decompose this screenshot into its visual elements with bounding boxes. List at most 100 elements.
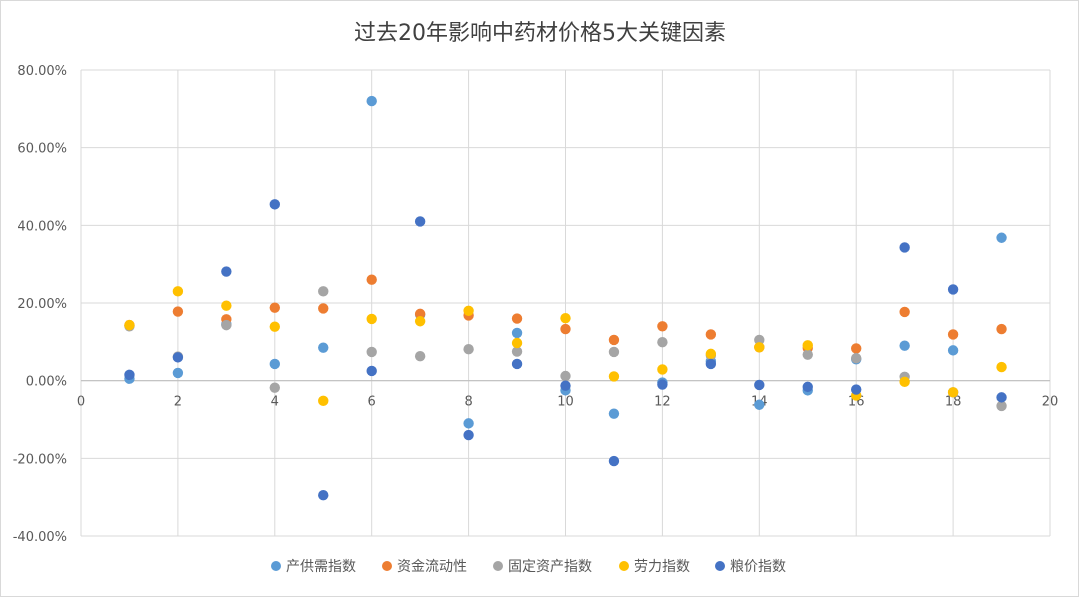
data-point [947, 329, 959, 340]
data-point [124, 369, 135, 381]
x-tick-label: 12 [654, 395, 671, 410]
data-point [172, 306, 184, 317]
y-tick-label: 20.00% [17, 297, 67, 312]
axes: 80.00% 60.00% 40.00% 20.00% 0.00% -20.00% -40.… [13, 64, 1059, 545]
data-point [802, 381, 813, 393]
data-point [172, 352, 184, 363]
legend-marker [493, 561, 503, 571]
y-tick-label: -40.00% [13, 530, 67, 545]
data-point [608, 371, 620, 382]
data-point [851, 384, 862, 395]
data-point [318, 395, 329, 407]
x-tick-label: 6 [368, 395, 376, 410]
data-point [463, 418, 474, 429]
data-point [705, 358, 717, 370]
data-point [318, 286, 329, 297]
data-point [221, 266, 232, 277]
data-point [269, 199, 280, 210]
data-point [318, 490, 329, 501]
legend-marker [715, 561, 725, 571]
x-tick-label: 20 [1042, 395, 1059, 410]
legend-label: 粮价指数 [730, 559, 786, 575]
data-point [705, 329, 717, 340]
data-point [269, 302, 280, 313]
x-tick-label: 4 [271, 395, 279, 410]
data-point [560, 370, 571, 382]
data-point [269, 358, 280, 370]
data-point [899, 340, 910, 351]
data-point [318, 342, 329, 353]
x-tick-label: 10 [557, 395, 574, 410]
data-points [124, 95, 1007, 501]
data-point [414, 216, 426, 227]
data-point [366, 274, 377, 285]
data-point [608, 334, 620, 346]
data-point [511, 327, 523, 339]
x-tick-label: 18 [945, 395, 962, 410]
legend-label: 资金流动性 [397, 559, 467, 575]
data-point [996, 400, 1007, 412]
data-point [802, 340, 813, 351]
data-point [996, 232, 1007, 243]
data-point [608, 455, 620, 467]
data-point [851, 352, 862, 364]
chart-title: 过去20年影响中药材价格5大关键因素 [354, 21, 726, 46]
legend-label: 产供需指数 [286, 559, 356, 575]
data-point [511, 346, 523, 357]
data-point [511, 313, 523, 324]
data-point [221, 300, 232, 311]
data-point [463, 344, 474, 355]
data-point [802, 349, 813, 360]
y-tick-label: 80.00% [17, 64, 67, 79]
data-point [172, 286, 184, 297]
data-point [608, 408, 620, 419]
data-point [318, 303, 329, 314]
data-point [754, 379, 765, 391]
data-point [657, 337, 668, 348]
data-point [996, 361, 1007, 373]
y-tick-label: -20.00% [13, 452, 67, 467]
data-point [366, 313, 377, 325]
data-point [366, 95, 377, 107]
y-tick-label: 40.00% [17, 219, 67, 234]
data-point [657, 379, 668, 390]
data-point [124, 319, 135, 331]
data-point [947, 345, 959, 356]
data-point [754, 342, 765, 353]
data-point [947, 284, 959, 295]
data-point [511, 358, 523, 370]
data-point [657, 364, 668, 375]
data-point [221, 319, 232, 331]
data-point [463, 305, 474, 316]
data-point [560, 323, 571, 335]
data-point [172, 367, 184, 379]
data-point [996, 323, 1007, 335]
data-point [560, 312, 571, 324]
data-point [366, 346, 377, 358]
data-point [269, 321, 280, 332]
data-point [996, 392, 1007, 403]
legend-label: 劳力指数 [634, 559, 690, 575]
legend-marker [382, 561, 392, 571]
data-point [269, 382, 280, 393]
data-point [899, 306, 910, 318]
data-point [947, 387, 959, 398]
data-point [414, 316, 426, 327]
data-point [463, 429, 474, 441]
x-tick-label: 2 [174, 395, 182, 410]
legend-marker [271, 561, 281, 571]
data-point [560, 380, 571, 391]
y-tick-label: 60.00% [17, 142, 67, 157]
data-point [899, 376, 910, 388]
data-point [511, 337, 523, 349]
data-point [754, 399, 765, 410]
legend-label: 固定资产指数 [508, 559, 592, 575]
data-point [657, 321, 668, 332]
data-point [899, 242, 910, 253]
data-point [414, 351, 426, 362]
y-tick-label: 0.00% [26, 375, 67, 390]
